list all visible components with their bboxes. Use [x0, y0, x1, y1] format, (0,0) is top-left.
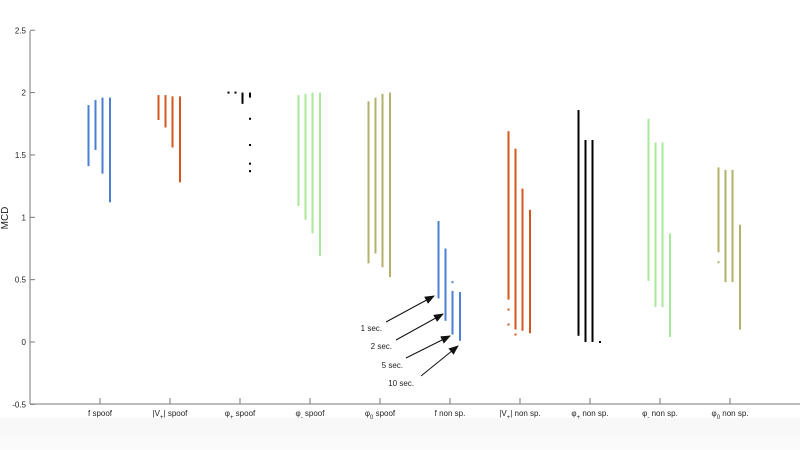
series-group	[647, 118, 671, 338]
range-bar	[157, 95, 160, 121]
outlier-point	[249, 117, 251, 120]
outlier-point	[249, 143, 251, 146]
series-group	[577, 110, 601, 343]
x-tick-label: φ+ non sp.	[571, 409, 608, 421]
series-group	[157, 95, 181, 183]
y-tick-label: 1	[22, 213, 27, 222]
range-bar	[101, 97, 104, 174]
range-bar	[731, 169, 734, 283]
x-axis: f spoof |V+| spoof φ+ spoof φ- spoof φ0 spoo…	[30, 398, 800, 421]
range-bar	[451, 290, 454, 335]
y-tick-label: -0.5	[12, 400, 26, 409]
range-bar	[739, 224, 741, 330]
annotation-label: 2 sec.	[371, 342, 392, 351]
range-bar	[304, 93, 307, 220]
annotation-arrow	[395, 313, 444, 341]
series-group	[297, 92, 321, 256]
outlier-point	[717, 261, 720, 264]
range-bar	[529, 209, 531, 334]
range-bar	[234, 91, 237, 94]
range-bar	[381, 93, 384, 268]
y-axis: -0.5 0 0.5 1 1.5 2 2.5	[12, 26, 35, 409]
range-bar	[319, 92, 321, 256]
x-tick-label: |V+| non sp.	[499, 409, 540, 421]
range-bar	[459, 292, 461, 341]
series-group	[717, 167, 741, 330]
annotation-arrow	[405, 335, 451, 359]
range-bar	[599, 341, 601, 343]
annotation-label: 5 sec.	[382, 361, 403, 370]
y-tick-label: 2	[22, 89, 27, 98]
range-bar	[179, 96, 181, 183]
annotations: 1 sec. 2 sec. 5 sec. 10 sec.	[361, 295, 459, 388]
series-group	[367, 92, 391, 278]
annotation-label: 1 sec.	[361, 324, 382, 333]
series-group	[87, 97, 111, 203]
x-tick-label: |V+| spoof	[153, 409, 189, 421]
range-bar	[584, 139, 587, 342]
x-tick-label: φ0 non sp.	[712, 409, 749, 421]
range-bar	[389, 92, 391, 278]
range-bar	[249, 92, 251, 98]
range-bar	[591, 139, 594, 342]
footer-band	[0, 418, 800, 450]
plot-area	[87, 91, 741, 343]
series-group	[227, 91, 251, 173]
range-bar	[87, 105, 90, 167]
range-bar	[444, 248, 447, 321]
outlier-point	[507, 308, 510, 311]
x-tick-label: φ- spoof	[296, 409, 326, 421]
range-bar	[577, 110, 580, 336]
x-tick-label: φ0 spoof	[365, 409, 396, 421]
y-tick-label: 2.5	[15, 26, 27, 35]
range-bar	[94, 100, 97, 150]
range-bar	[311, 92, 314, 234]
x-tick-label: f non sp.	[435, 409, 466, 418]
x-tick-label: f spoof	[88, 409, 113, 418]
range-bar	[647, 118, 650, 281]
y-tick-label: 0.5	[15, 276, 27, 285]
outlier-point	[451, 281, 454, 284]
range-bar	[669, 233, 671, 338]
range-bar	[227, 91, 230, 94]
y-tick-label: 1.5	[15, 151, 27, 160]
x-tick-label: φ+ spoof	[225, 409, 256, 421]
series-group	[507, 131, 531, 336]
x-tick-label: φ- non sp.	[642, 409, 678, 421]
range-bar	[367, 101, 370, 264]
range-bar	[437, 221, 440, 299]
y-tick-label: 0	[22, 338, 27, 347]
range-bar	[521, 188, 524, 331]
outlier-point	[249, 170, 251, 173]
series-group	[437, 221, 461, 341]
range-bar	[724, 169, 727, 283]
range-bar	[164, 95, 167, 128]
range-bar	[171, 96, 174, 148]
outlier-point	[507, 323, 510, 326]
range-bar	[654, 142, 657, 308]
range-bar	[507, 131, 510, 300]
y-axis-label: MCD	[0, 207, 11, 230]
range-bar	[297, 95, 300, 207]
annotation-arrow	[420, 345, 459, 377]
annotation-label: 10 sec.	[388, 379, 414, 388]
outlier-point	[514, 333, 517, 336]
outlier-point	[249, 162, 251, 165]
range-bar	[241, 92, 244, 104]
range-bar	[514, 148, 517, 330]
annotation-arrow	[385, 295, 435, 323]
range-bar	[661, 142, 664, 308]
range-bar	[717, 167, 720, 253]
range-bar	[374, 97, 377, 254]
range-bar	[109, 97, 111, 203]
